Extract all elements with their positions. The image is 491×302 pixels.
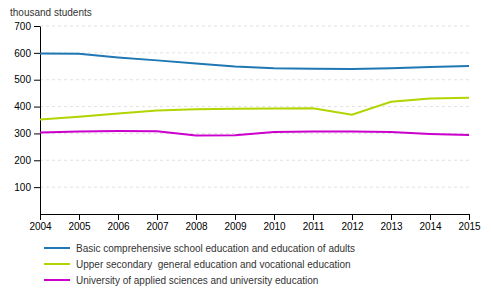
x-tick: 2007 xyxy=(146,214,169,232)
y-tick: 700 xyxy=(14,21,40,32)
x-tick-label: 2015 xyxy=(458,221,481,232)
x-axis-line xyxy=(41,214,470,215)
grid-line xyxy=(40,106,469,107)
grid-line xyxy=(40,26,469,27)
x-tick-mark xyxy=(313,214,314,220)
x-axis: 2004 2005 2006 2007 2008 2009 2010 2011 2012 2013… xyxy=(29,214,481,232)
grid-line xyxy=(40,79,469,80)
x-tick: 2013 xyxy=(380,214,403,232)
x-tick: 2004 xyxy=(29,214,52,232)
legend-item: University of applied sciences and unive… xyxy=(44,275,318,286)
x-tick-mark xyxy=(196,214,197,220)
x-tick-mark xyxy=(391,214,392,220)
x-tick-label: 2005 xyxy=(68,221,91,232)
y-tick-mark xyxy=(34,107,40,108)
y-tick-mark xyxy=(34,160,40,161)
x-tick-mark xyxy=(430,214,431,220)
y-axis-line xyxy=(40,27,41,215)
chart: 1002003004005006007002004200520062007200… xyxy=(0,0,491,302)
y-tick: 400 xyxy=(14,101,40,112)
x-tick-label: 2007 xyxy=(146,221,169,232)
y-tick-mark xyxy=(34,133,40,134)
y-tick-mark xyxy=(34,80,40,81)
legend: Basic comprehensive school education and… xyxy=(44,243,355,286)
x-tick-mark xyxy=(40,214,41,220)
legend-swatch xyxy=(44,263,70,265)
x-tick-mark xyxy=(469,214,470,220)
x-tick-mark xyxy=(235,214,236,220)
x-tick-label: 2014 xyxy=(419,221,442,232)
x-tick-label: 2011 xyxy=(303,221,325,232)
x-tick-label: 2013 xyxy=(380,221,403,232)
lines xyxy=(40,53,469,135)
y-tick-label: 600 xyxy=(14,48,31,59)
legend-swatch xyxy=(44,279,70,281)
legend-item: Basic comprehensive school education and… xyxy=(44,243,355,254)
x-tick: 2015 xyxy=(458,214,481,232)
legend-label: University of applied sciences and unive… xyxy=(76,275,318,286)
y-tick: 200 xyxy=(14,155,40,166)
y-tick-label: 100 xyxy=(14,182,31,193)
x-tick: 2010 xyxy=(263,214,286,232)
x-tick: 2009 xyxy=(224,214,247,232)
x-tick-label: 2012 xyxy=(341,221,364,232)
y-tick: 600 xyxy=(14,48,40,59)
y-tick-mark xyxy=(34,53,40,54)
x-tick: 2011 xyxy=(303,214,325,232)
y-axis: 100 200 300 400 500 600 700 xyxy=(14,21,40,215)
x-tick-mark xyxy=(79,214,80,220)
x-tick-label: 2009 xyxy=(224,221,247,232)
x-tick: 2008 xyxy=(185,214,208,232)
x-tick-label: 2008 xyxy=(185,221,208,232)
y-tick-mark xyxy=(34,187,40,188)
x-tick-mark xyxy=(157,214,158,220)
x-tick: 2005 xyxy=(68,214,91,232)
x-tick-mark xyxy=(118,214,119,220)
grid-line xyxy=(40,187,469,188)
grid-line xyxy=(40,160,469,161)
x-tick-mark xyxy=(352,214,353,220)
x-tick: 2014 xyxy=(419,214,442,232)
y-tick: 500 xyxy=(14,74,40,85)
plot-area: 1002003004005006007002004200520062007200… xyxy=(14,21,481,232)
y-tick-mark xyxy=(34,26,40,27)
x-tick-mark xyxy=(274,214,275,220)
x-tick-label: 2010 xyxy=(263,221,286,232)
y-tick-label: 400 xyxy=(14,101,31,112)
legend-label: Basic comprehensive school education and… xyxy=(76,243,355,254)
series-line xyxy=(40,98,469,120)
series-line xyxy=(40,131,469,136)
grid-line xyxy=(40,52,469,53)
x-tick-label: 2004 xyxy=(29,221,52,232)
x-tick: 2012 xyxy=(341,214,364,232)
x-tick: 2006 xyxy=(107,214,130,232)
legend-item: Upper secondary general education and vo… xyxy=(44,259,351,270)
y-tick: 100 xyxy=(14,182,40,193)
y-tick-label: 200 xyxy=(14,155,31,166)
x-tick-label: 2006 xyxy=(107,221,130,232)
legend-label: Upper secondary general education and vo… xyxy=(76,259,351,270)
y-tick-label: 700 xyxy=(14,21,31,32)
grid xyxy=(40,26,469,187)
y-tick-label: 500 xyxy=(14,74,31,85)
y-axis-label: thousand students xyxy=(10,7,92,18)
y-tick: 300 xyxy=(14,128,40,139)
series-line xyxy=(40,53,469,69)
y-tick-label: 300 xyxy=(14,128,31,139)
legend-swatch xyxy=(44,247,70,249)
